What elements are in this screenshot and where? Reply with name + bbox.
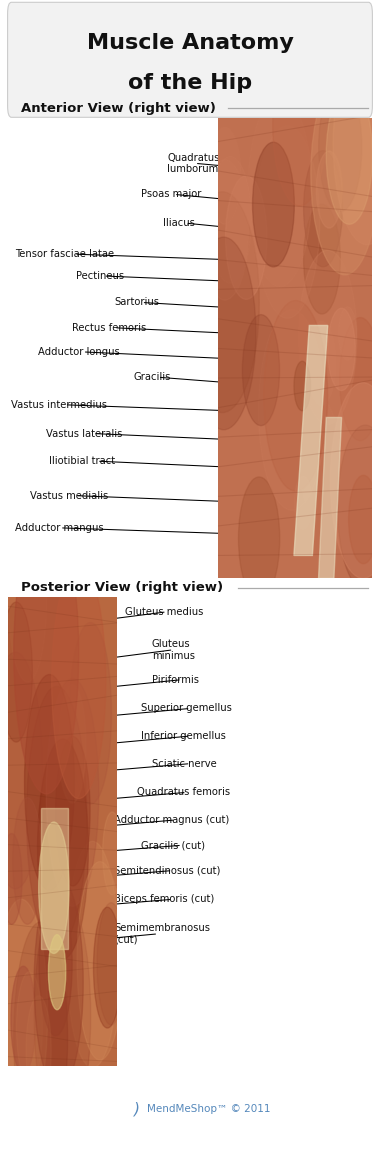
FancyBboxPatch shape <box>8 597 117 1066</box>
Circle shape <box>258 310 325 511</box>
Circle shape <box>209 156 252 283</box>
Text: Vastus lateralis: Vastus lateralis <box>46 429 122 438</box>
Text: Pectineus: Pectineus <box>76 271 124 281</box>
Circle shape <box>70 622 111 804</box>
Text: ): ) <box>134 1101 140 1117</box>
Circle shape <box>299 399 340 520</box>
Circle shape <box>38 739 88 959</box>
Circle shape <box>0 652 43 889</box>
Circle shape <box>326 86 372 224</box>
Circle shape <box>34 876 83 1089</box>
Text: Sciatic nerve: Sciatic nerve <box>152 759 217 768</box>
Text: Iliotibial tract: Iliotibial tract <box>49 457 116 466</box>
Circle shape <box>59 684 86 803</box>
Circle shape <box>242 315 280 426</box>
Text: Vastus medialis: Vastus medialis <box>30 491 109 500</box>
Circle shape <box>248 95 312 286</box>
Text: Psoas
minor: Psoas minor <box>281 120 310 140</box>
Polygon shape <box>41 808 68 949</box>
Circle shape <box>209 128 241 224</box>
Text: Vastus intermedius: Vastus intermedius <box>11 400 108 409</box>
Circle shape <box>185 192 259 413</box>
Text: Iliacus: Iliacus <box>163 218 195 228</box>
Circle shape <box>338 426 380 590</box>
Circle shape <box>339 307 356 360</box>
Circle shape <box>273 45 326 206</box>
Circle shape <box>48 935 66 1010</box>
Circle shape <box>27 687 87 948</box>
Circle shape <box>0 603 32 742</box>
Polygon shape <box>318 417 342 578</box>
Circle shape <box>46 678 99 906</box>
Circle shape <box>14 922 68 1150</box>
Text: Tensor fasciae latae: Tensor fasciae latae <box>15 250 114 259</box>
Text: Semitendinosus (cut): Semitendinosus (cut) <box>114 866 220 875</box>
Text: of the Hip: of the Hip <box>128 72 252 93</box>
Text: Anterior View (right view): Anterior View (right view) <box>21 101 216 115</box>
FancyBboxPatch shape <box>8 2 372 117</box>
Text: Gracilis (cut): Gracilis (cut) <box>141 841 204 850</box>
Text: Muscle Anatomy: Muscle Anatomy <box>87 32 293 53</box>
Text: Adductor longus: Adductor longus <box>38 347 120 356</box>
Text: Gluteus
maximus
(cut): Gluteus maximus (cut) <box>11 611 57 643</box>
Circle shape <box>0 899 48 1128</box>
Text: Adductor magnus (cut): Adductor magnus (cut) <box>114 815 229 825</box>
Circle shape <box>13 798 42 925</box>
Text: Inferior gemellus: Inferior gemellus <box>141 731 225 741</box>
Circle shape <box>25 675 74 890</box>
Circle shape <box>192 237 256 430</box>
Circle shape <box>304 205 340 314</box>
Circle shape <box>264 300 328 491</box>
Text: Quadratus
lumborum: Quadratus lumborum <box>167 153 220 174</box>
Text: Semimembranosus
(cut): Semimembranosus (cut) <box>114 923 210 944</box>
Circle shape <box>55 736 90 886</box>
Text: Psoas major: Psoas major <box>141 190 201 199</box>
Circle shape <box>93 907 121 1028</box>
Polygon shape <box>294 325 328 555</box>
Text: Superior gemellus: Superior gemellus <box>141 704 231 713</box>
Circle shape <box>299 251 357 424</box>
Circle shape <box>319 83 362 212</box>
Circle shape <box>226 176 267 299</box>
Circle shape <box>239 477 280 600</box>
Circle shape <box>97 903 125 1025</box>
Circle shape <box>11 966 36 1073</box>
Circle shape <box>307 322 336 405</box>
Text: Piriformis: Piriformis <box>152 675 199 684</box>
Text: Sartorius: Sartorius <box>114 298 159 307</box>
Circle shape <box>316 151 342 228</box>
Circle shape <box>14 513 79 793</box>
Circle shape <box>77 861 123 1060</box>
Text: Biceps femoris (cut): Biceps femoris (cut) <box>114 895 214 904</box>
Circle shape <box>34 894 91 1138</box>
Circle shape <box>26 996 51 1105</box>
Circle shape <box>304 151 342 267</box>
Circle shape <box>328 308 355 391</box>
Circle shape <box>253 143 294 267</box>
Text: Posterior View (right view): Posterior View (right view) <box>21 581 223 595</box>
Circle shape <box>330 383 380 578</box>
Circle shape <box>39 892 72 1036</box>
Circle shape <box>340 317 380 440</box>
Circle shape <box>52 564 106 798</box>
Circle shape <box>103 812 122 895</box>
Circle shape <box>201 160 249 300</box>
Circle shape <box>1 834 22 925</box>
FancyBboxPatch shape <box>218 118 372 578</box>
Circle shape <box>294 476 312 529</box>
Text: Rectus femoris: Rectus femoris <box>72 323 146 332</box>
Circle shape <box>66 842 119 1068</box>
Circle shape <box>333 43 380 245</box>
Text: Gracilis: Gracilis <box>133 373 170 382</box>
Circle shape <box>294 361 310 411</box>
Text: Quadratus femoris: Quadratus femoris <box>137 788 230 797</box>
Text: Gluteus medius: Gluteus medius <box>125 607 204 616</box>
Circle shape <box>39 822 69 953</box>
Text: MendMeShop™ © 2011: MendMeShop™ © 2011 <box>147 1104 271 1113</box>
Circle shape <box>311 72 378 275</box>
Circle shape <box>16 972 42 1083</box>
Text: Adductor mangus: Adductor mangus <box>15 523 104 532</box>
Text: Gluteus
minimus: Gluteus minimus <box>152 639 195 660</box>
Circle shape <box>255 125 320 319</box>
